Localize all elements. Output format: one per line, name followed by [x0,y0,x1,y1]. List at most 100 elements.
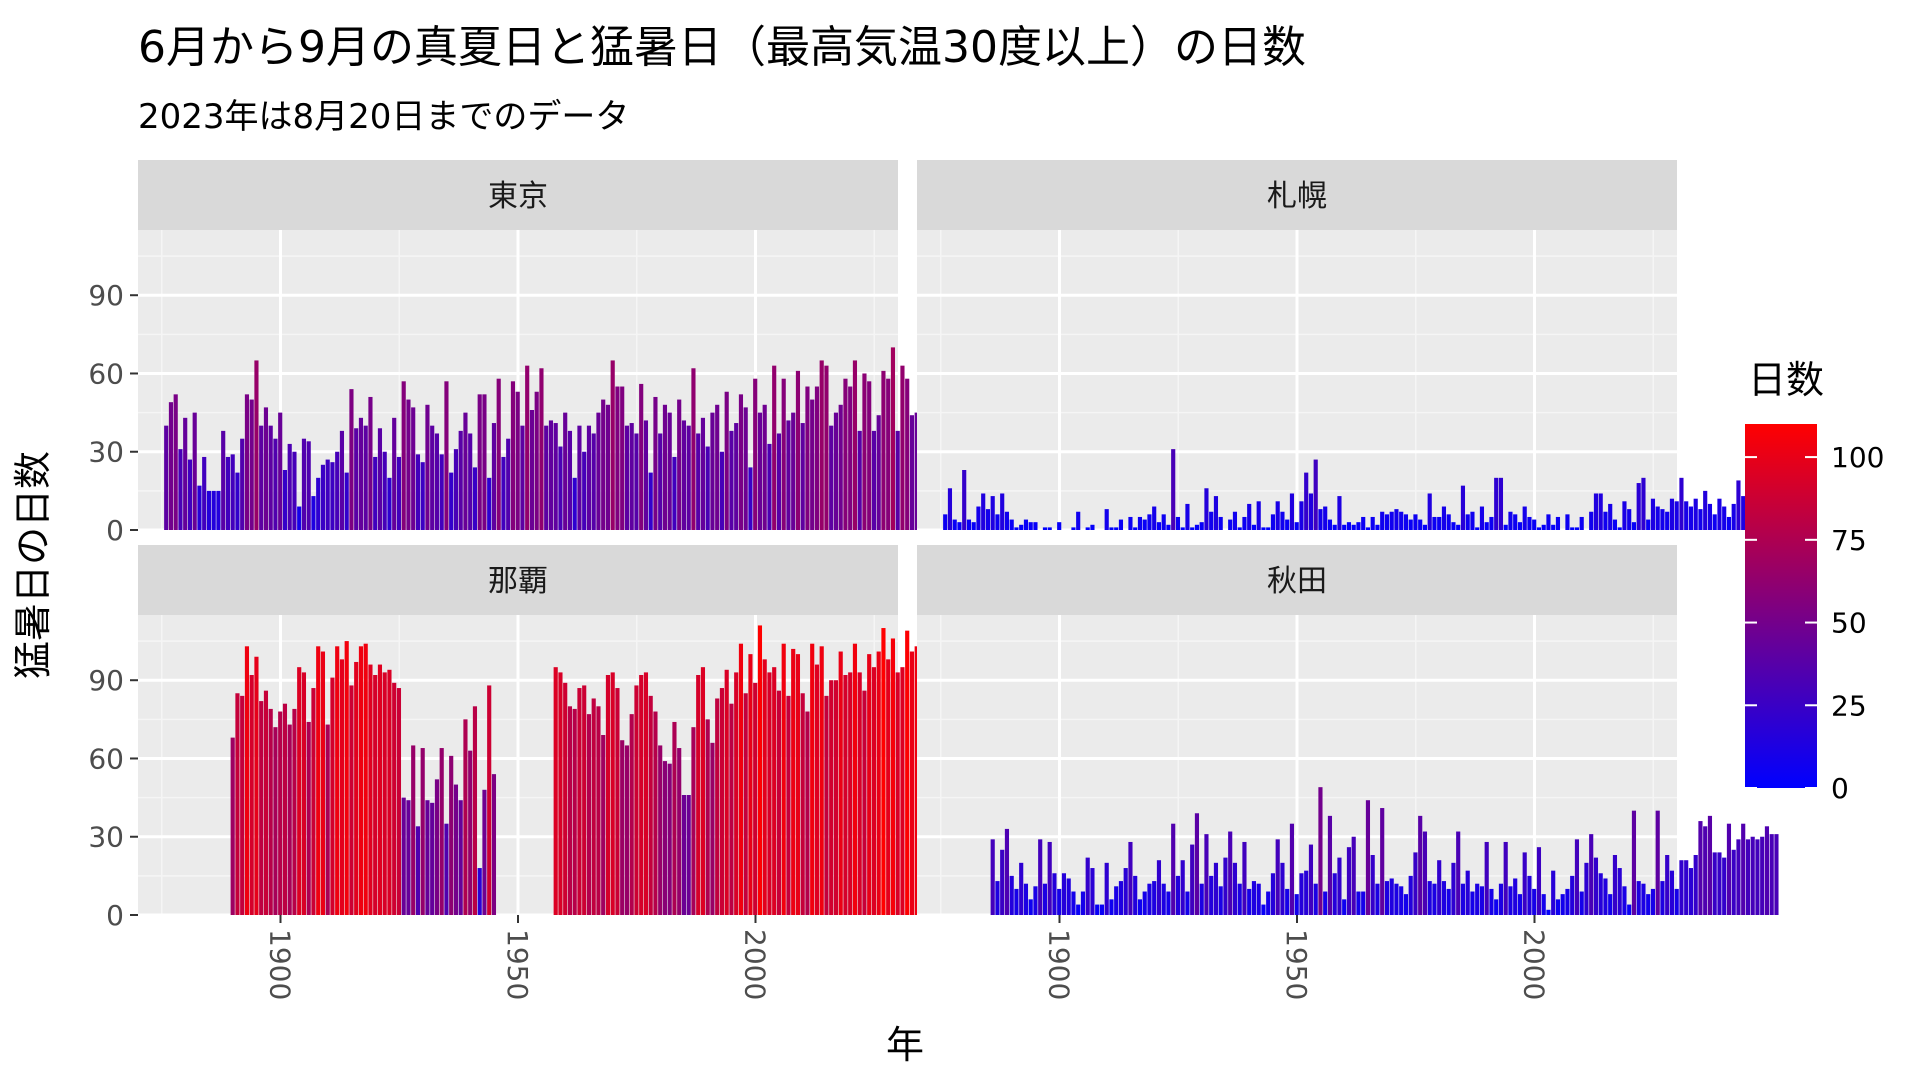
bar [292,708,297,915]
bar [1023,519,1029,530]
bar [1256,883,1261,915]
bar [1028,522,1033,530]
bar [1118,881,1124,915]
bar [639,675,644,915]
bar [1057,522,1062,530]
bar [596,706,601,915]
bar [715,698,720,915]
bar [335,451,340,530]
bar [1123,868,1128,915]
bar [1095,904,1100,915]
bar [1593,857,1599,915]
bar [1399,511,1404,530]
bar [577,688,582,915]
bar [762,404,767,530]
bar [962,470,967,530]
bar [1679,860,1684,915]
bar [325,724,330,915]
bar [515,391,520,530]
bar [1128,841,1133,915]
bar [605,404,611,530]
y-tick-label: 60 [88,357,124,390]
bar [1209,875,1214,915]
bar [1180,527,1185,530]
bar [501,456,506,530]
bar [216,490,221,530]
bar [392,682,397,915]
bar [1118,519,1124,530]
bar [1413,852,1418,915]
bar [824,695,829,915]
legend-tick-label: 25 [1831,689,1867,722]
bar [1370,516,1375,530]
bar [1218,516,1223,530]
bar [1422,831,1428,915]
bar [639,383,644,530]
bar [1408,875,1413,915]
bar [577,425,582,530]
bar [1356,522,1361,530]
bar [681,795,687,915]
bar [981,493,986,530]
bar [876,415,881,530]
bar [900,667,905,915]
bar [1147,883,1152,915]
bar [1665,855,1670,915]
bar [795,654,801,915]
bar [895,672,900,915]
bar [1655,810,1660,915]
bar [178,449,183,530]
bar [1707,815,1713,915]
bar [1370,855,1375,915]
bar [287,443,292,530]
bar [871,667,877,915]
bar [1228,519,1233,530]
bar [1346,847,1352,915]
bar [1755,839,1760,915]
bar [1669,498,1675,530]
x-tick-label: 2000 [1518,929,1551,1000]
bar [1598,873,1603,915]
bar [1308,493,1314,530]
bar [791,648,796,915]
bar [1722,506,1727,530]
bar [738,394,744,530]
y-tick-label: 60 [88,742,124,775]
bar [496,378,501,530]
bar [1099,904,1105,915]
bar [316,646,321,915]
bar [1413,514,1418,530]
bar [1337,496,1342,530]
bar [1707,503,1713,530]
facet-strip-label: 那覇 [488,564,548,599]
bar [1731,849,1736,915]
bar [420,462,425,530]
bar [624,425,630,530]
y-tick-label: 0 [106,514,124,547]
bar [368,396,373,530]
facet-panel: 東京 0 30 60 90 [88,160,967,547]
bar [1603,511,1608,530]
bar [1593,493,1599,530]
bar [1213,496,1219,530]
bar [838,404,843,530]
bar [1479,506,1485,530]
bar [1484,522,1489,530]
bar [1232,862,1238,915]
bar [1171,449,1176,530]
bar [553,423,558,530]
bar [1047,527,1052,530]
bar [1555,516,1561,530]
bar [1646,519,1651,530]
bar [734,423,739,530]
bar [1660,509,1665,530]
bar [1323,506,1328,530]
bar [843,675,848,915]
bar [1489,516,1494,530]
bar [824,365,829,530]
bar [415,454,421,530]
bar [1631,810,1637,915]
bar [985,509,991,530]
legend-colorbar [1745,424,1817,788]
bar [1090,524,1095,530]
